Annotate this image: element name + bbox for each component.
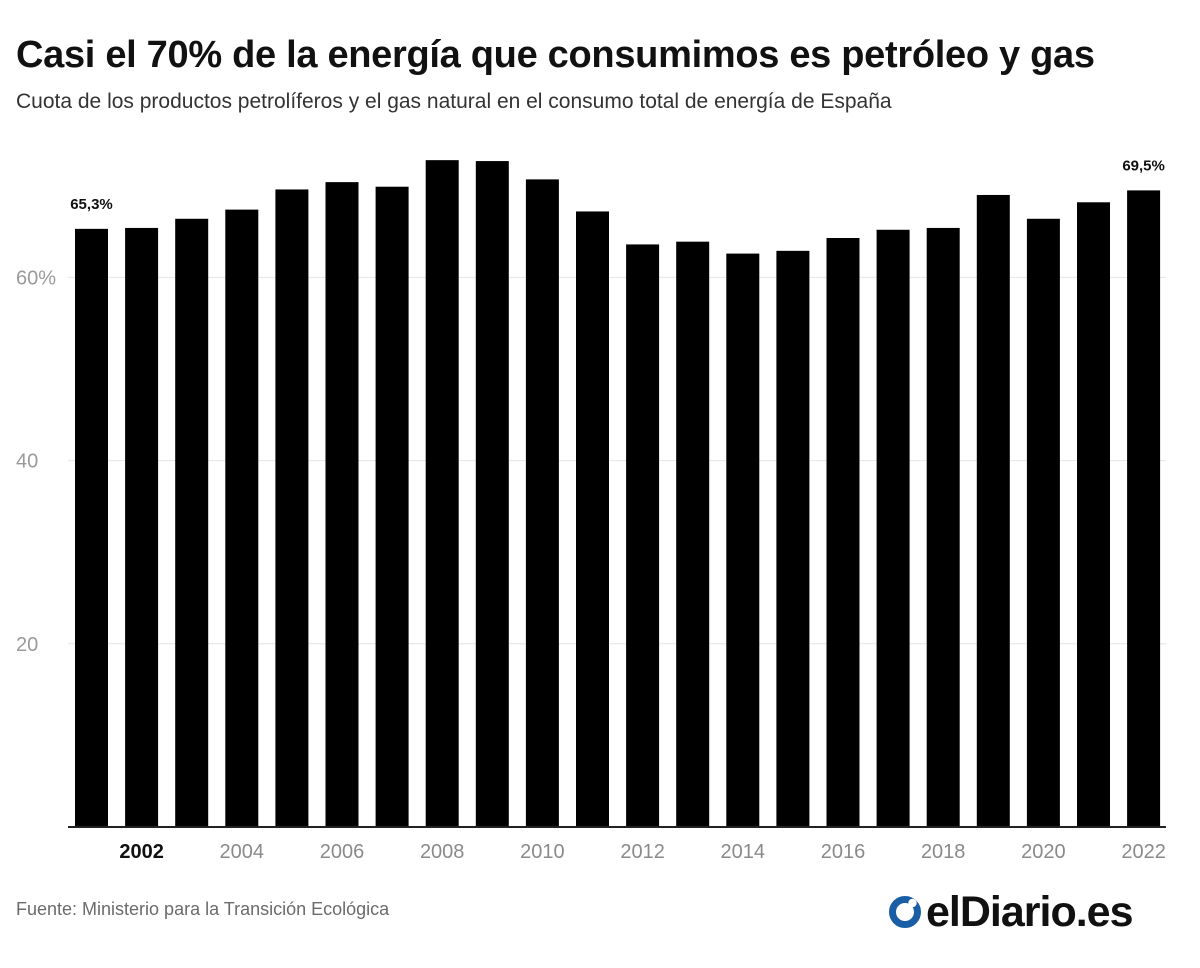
bar-2020 [1026, 218, 1060, 827]
bar-2004 [225, 209, 259, 828]
annotations: 65,3% 69,5% [70, 157, 1165, 212]
bars [75, 160, 1161, 828]
x-tick-label: 2012 [620, 841, 665, 863]
x-tick-label: 2004 [220, 841, 265, 863]
bar-2002 [125, 227, 159, 827]
bar-2013 [676, 241, 710, 827]
data-label: 65,3% [70, 196, 113, 213]
bar-2018 [926, 227, 960, 827]
data-label: 69,5% [1122, 157, 1165, 174]
bar-2003 [175, 218, 209, 827]
x-tick-label: 2002 [119, 841, 164, 863]
bar-2011 [576, 211, 609, 827]
x-tick-label: 2008 [420, 841, 465, 863]
x-tick-label: 2010 [520, 841, 565, 863]
eldiario-logo[interactable]: elDiario.es [888, 888, 1133, 936]
chart-title: Casi el 70% de la energía que consumimos… [16, 34, 1095, 76]
bar-2010 [525, 179, 559, 827]
x-axis-ticks: 2002 2004 2006 2008 2010 2012 2014 2016 2018 2020… [119, 841, 1166, 863]
bar-2014 [726, 253, 760, 828]
bar-2022 [1127, 190, 1161, 827]
bar-2021 [1077, 202, 1110, 828]
y-tick-label: 40 [16, 451, 38, 473]
x-tick-label: 2014 [721, 841, 766, 863]
y-tick-label: 60% [16, 267, 56, 289]
x-tick-label: 2006 [320, 841, 365, 863]
bar-2017 [876, 229, 910, 827]
bar-2005 [275, 189, 309, 828]
bar-2019 [976, 194, 1010, 828]
x-tick-label: 2022 [1121, 841, 1166, 863]
bar-2009 [475, 161, 509, 827]
y-axis-ticks: 20 40 60% [16, 267, 56, 655]
x-tick-label: 2016 [821, 841, 866, 863]
bar-chart: 20 40 60% 2002 2004 2006 2008 2010 2012 2014 2016… [16, 157, 1166, 863]
x-tick-label: 2020 [1021, 841, 1066, 863]
bar-2006 [325, 182, 359, 828]
bar-2015 [776, 250, 810, 827]
bar-2007 [375, 186, 409, 827]
chart-subtitle: Cuota de los productos petrolíferos y el… [16, 90, 892, 113]
bar-2012 [626, 244, 660, 827]
x-tick-label: 2018 [921, 841, 966, 863]
bar-2016 [826, 238, 860, 828]
bar-2008 [425, 160, 459, 828]
bar-2001 [75, 228, 108, 827]
eldiario-o-icon [889, 896, 921, 928]
y-tick-label: 20 [16, 634, 38, 656]
source-note: Fuente: Ministerio para la Transición Ec… [16, 899, 390, 919]
eldiario-wordmark: elDiario.es [926, 888, 1133, 936]
